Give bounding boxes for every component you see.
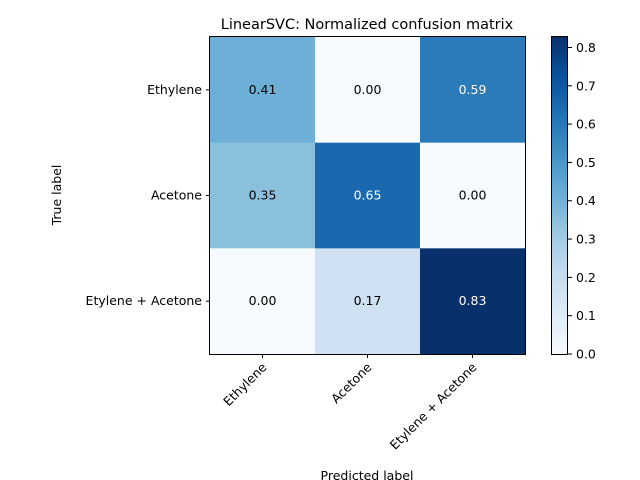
cell-value-label: 0.59 <box>459 82 487 97</box>
colorbar-tick-label: 0.8 <box>576 40 596 55</box>
cell-value-label: 0.35 <box>249 188 277 203</box>
heatmap-cell <box>315 37 421 144</box>
cell-value-label: 0.00 <box>354 82 382 97</box>
heatmap-cell <box>315 142 421 249</box>
heatmap-cell <box>210 248 316 355</box>
cell-value-label: 0.65 <box>354 188 382 203</box>
colorbar-tick-label: 0.1 <box>576 308 596 323</box>
y-axis-label: True label <box>49 165 64 227</box>
colorbar-tick-label: 0.5 <box>576 155 596 170</box>
cell-value-label: 0.00 <box>249 293 277 308</box>
x-axis: Ethylene Acetone Etylene + Acetone <box>220 354 480 452</box>
cell-value-label: 0.00 <box>459 188 487 203</box>
x-tick-label: Acetone <box>328 359 375 406</box>
x-tick-label: Etylene + Acetone <box>387 359 480 452</box>
colorbar-tick-label: 0.6 <box>576 117 596 132</box>
colorbar-tick-label: 0.0 <box>576 347 596 362</box>
heatmap-cell <box>420 248 526 355</box>
cell-value-label: 0.41 <box>249 82 277 97</box>
colorbar-axis: 0.0 0.1 0.2 0.3 0.4 0.5 0.6 0.7 0.8 <box>568 40 596 362</box>
colorbar-tick-label: 0.3 <box>576 232 596 247</box>
x-tick-label: Ethylene <box>220 359 270 409</box>
y-axis: Ethylene Acetone Etylene + Acetone <box>86 82 210 308</box>
heatmap-cells <box>210 37 526 355</box>
y-tick-label: Ethylene <box>147 82 202 97</box>
y-tick-label: Acetone <box>151 188 202 203</box>
cell-value-label: 0.83 <box>459 293 487 308</box>
colorbar-tick-label: 0.2 <box>576 270 596 285</box>
colorbar-tick-label: 0.7 <box>576 78 596 93</box>
colorbar <box>551 36 568 354</box>
cell-value-label: 0.17 <box>354 293 382 308</box>
heatmap-cell <box>210 37 316 144</box>
heatmap-value-labels: 0.41 0.00 0.59 0.35 0.65 0.00 0.00 0.17 0.83 <box>249 82 487 308</box>
y-tick-label: Etylene + Acetone <box>86 293 203 308</box>
heatmap-cell <box>420 142 526 249</box>
colorbar-frame <box>551 36 568 355</box>
heatmap-cell <box>210 142 316 249</box>
x-axis-label: Predicted label <box>321 468 414 480</box>
heatmap-cell <box>315 248 421 355</box>
heatmap-cell <box>420 37 526 144</box>
colorbar-tick-label: 0.4 <box>576 193 596 208</box>
chart-title: LinearSVC: Normalized confusion matrix <box>221 17 514 33</box>
